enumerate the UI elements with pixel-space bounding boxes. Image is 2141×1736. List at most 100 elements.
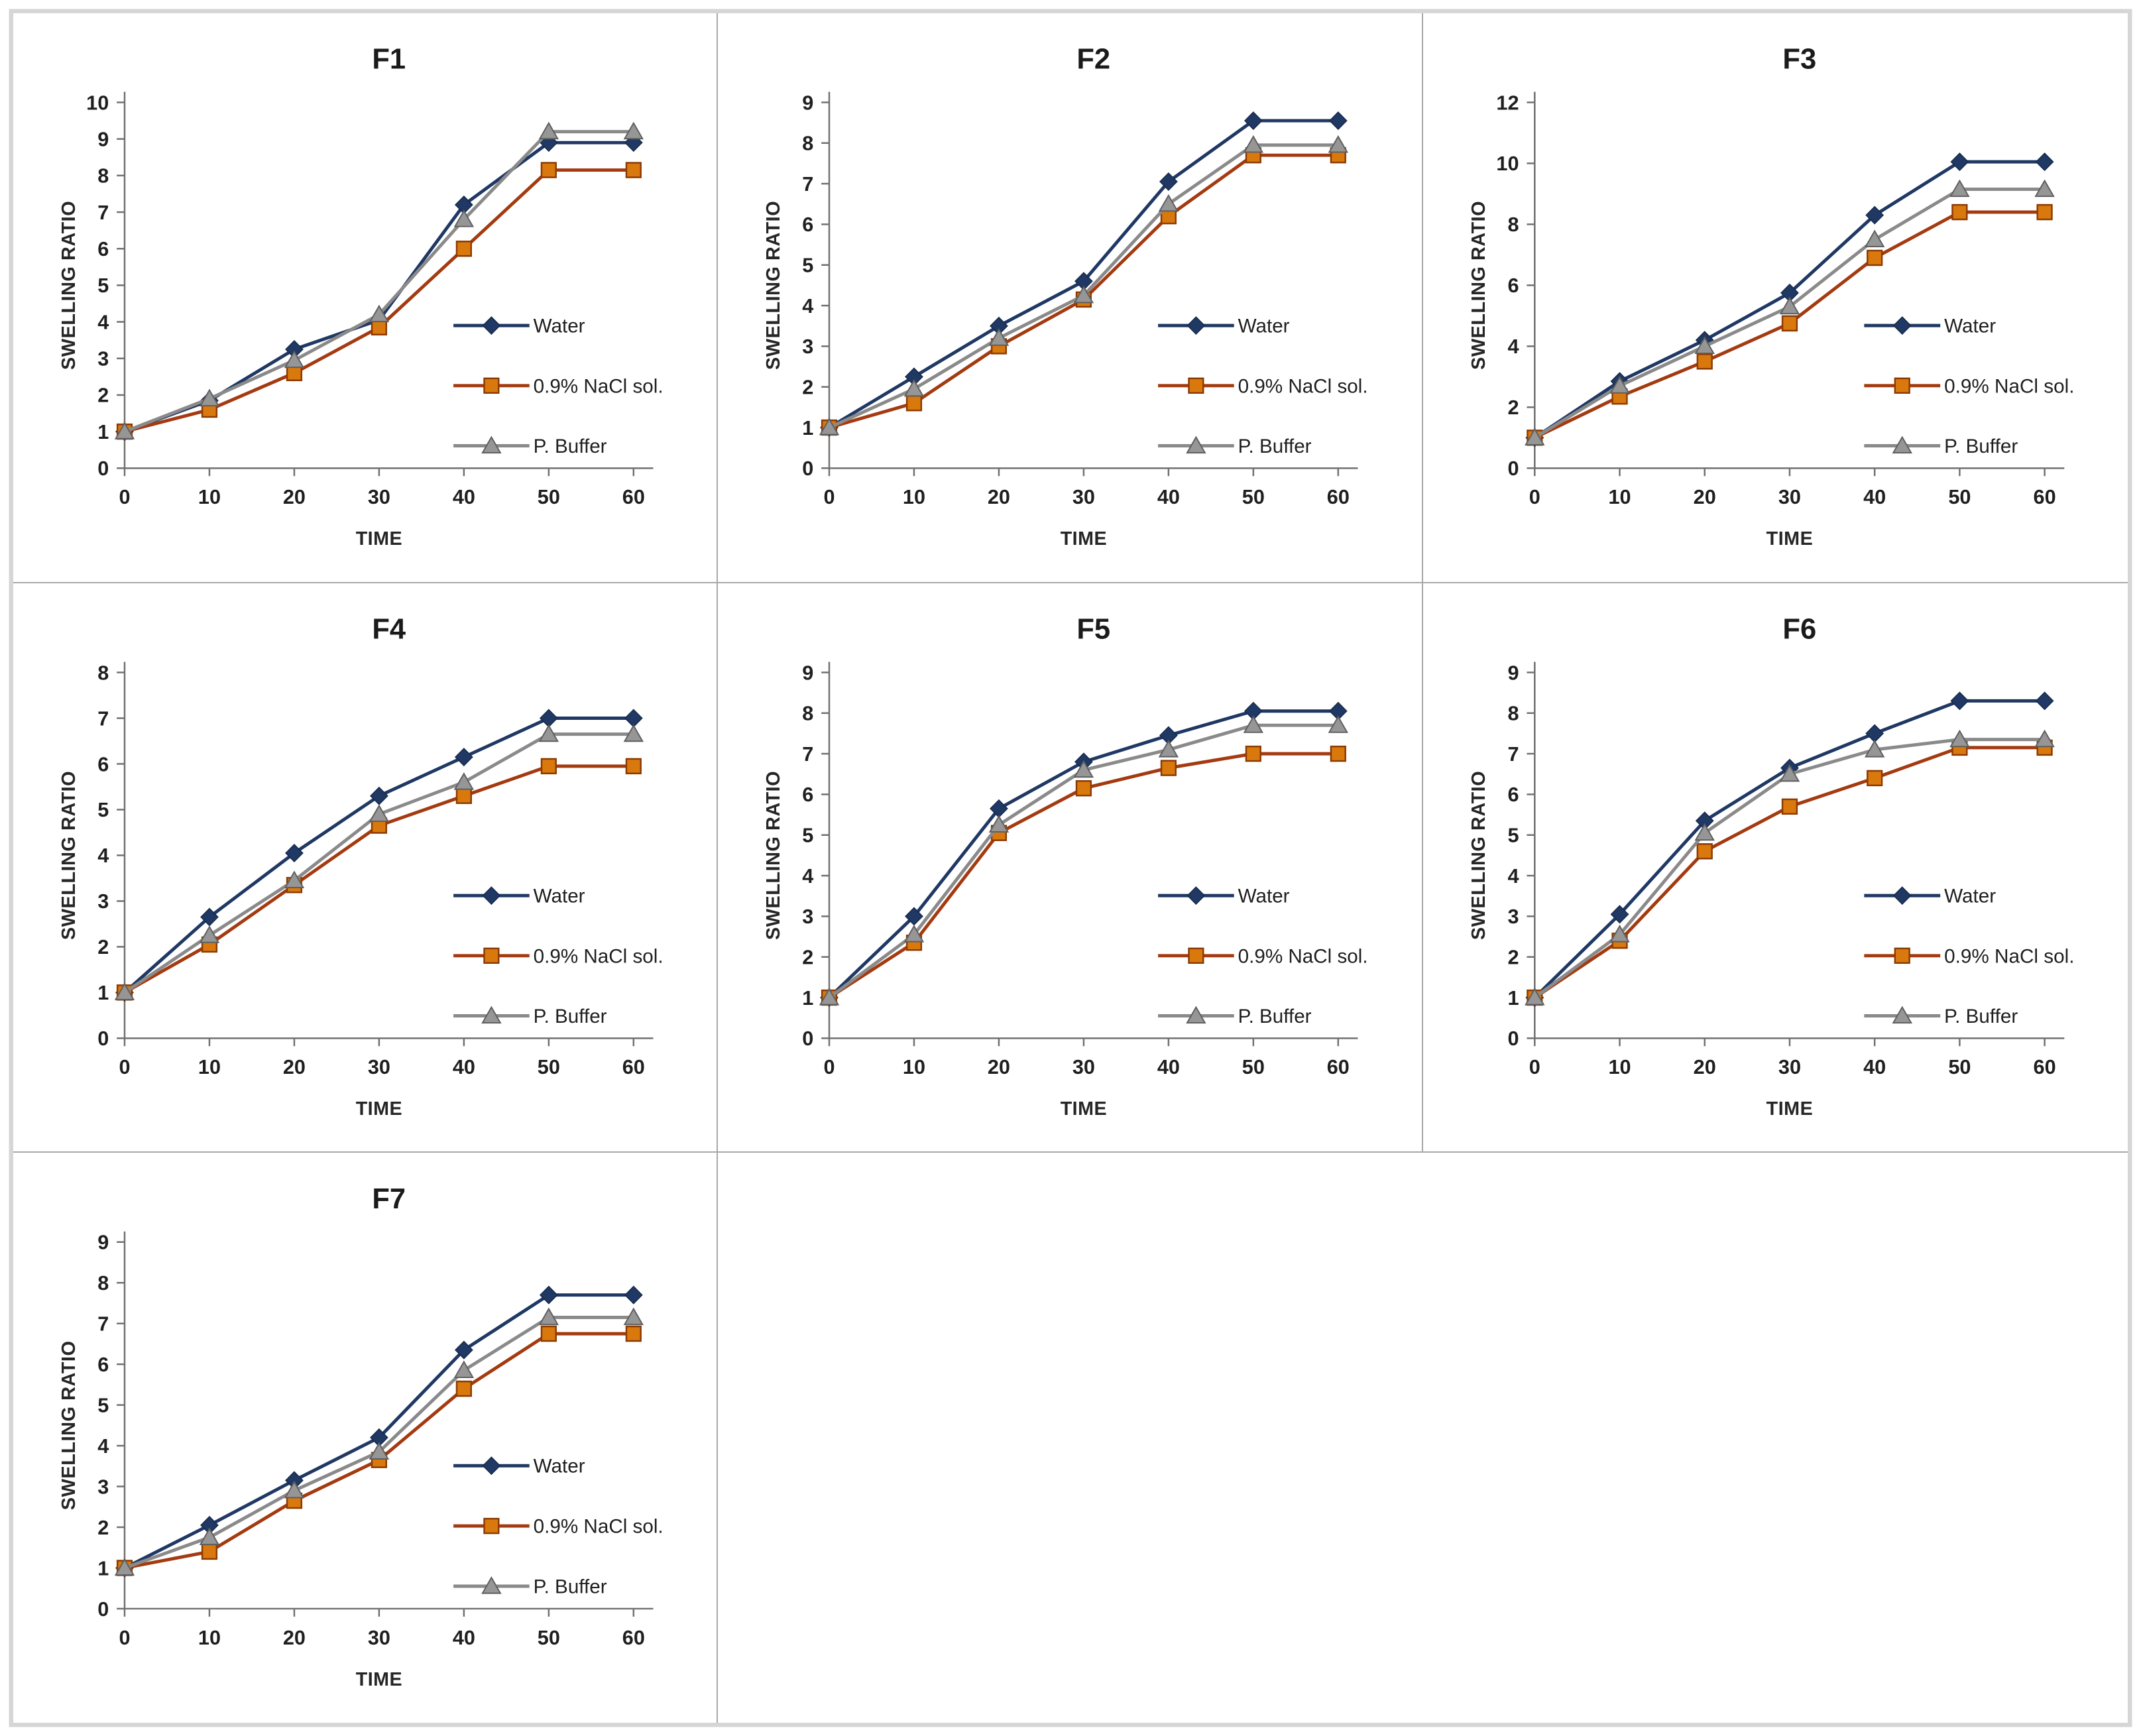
- x-tick-label: 0: [119, 485, 130, 508]
- x-axis-title: TIME: [356, 1098, 402, 1119]
- legend-label-p-buffer: P. Buffer: [1238, 1005, 1312, 1027]
- series-marker-0-9-nacl-sol: [455, 241, 472, 257]
- x-tick-label: 20: [283, 485, 306, 508]
- y-tick-group: 0 1 2 3 4 5 6 7 8: [97, 661, 125, 1050]
- y-tick-label: 5: [803, 253, 814, 276]
- x-axis-title: TIME: [356, 1669, 402, 1690]
- series-p-buffer: [114, 121, 644, 439]
- series-marker-p-buffer: [1524, 987, 1545, 1006]
- chart-f7: F7 0 1 2 3 4 5 6 7 8 9 0 10 20 30 40 50 60 SWELLING RATIO T…: [58, 1183, 664, 1690]
- y-tick-label: 7: [803, 172, 814, 196]
- series-marker-p-buffer: [1609, 924, 1630, 943]
- y-tick-label: 0: [803, 457, 814, 480]
- x-tick-label: 0: [824, 485, 835, 508]
- series-marker-water: [1950, 152, 1969, 172]
- legend-item-0-9-nacl-sol: 0.9% NaCl sol.: [1863, 375, 2074, 397]
- series-marker-p-buffer: [453, 1360, 475, 1379]
- y-tick-label: 4: [97, 1434, 109, 1458]
- x-tick-label: 40: [453, 1626, 475, 1649]
- series-marker-water: [539, 709, 558, 728]
- legend: Water 0.9% NaCl sol. P. Buffer: [1158, 885, 1368, 1027]
- legend-item-p-buffer: P. Buffer: [1158, 1005, 1312, 1027]
- legend-marker-0-9-nacl-sol: [1894, 377, 1910, 394]
- chart-cell-f7: F7 0 1 2 3 4 5 6 7 8 9 0 10 20 30 40 50 60 SWELLING RATIO T…: [13, 1153, 719, 1723]
- y-tick-group: 0 1 2 3 4 5 6 7 8 9 10: [86, 91, 125, 480]
- series-marker-p-buffer: [904, 378, 925, 397]
- series-water: [820, 111, 1348, 437]
- series-marker-p-buffer: [1159, 194, 1179, 212]
- series-marker-p-buffer: [1779, 764, 1800, 782]
- series-marker-p-buffer: [284, 350, 305, 369]
- chart-f4: F4 0 1 2 3 4 5 6 7 8 0 10 20 30 40 50 60 SWELLING RATIO TI…: [58, 612, 664, 1119]
- y-tick-label: 6: [97, 1353, 109, 1376]
- y-tick-label: 12: [1496, 91, 1519, 114]
- series-marker-p-buffer: [538, 1307, 559, 1326]
- empty-cell-2: [1422, 1153, 2128, 1723]
- legend-marker-p-buffer: [481, 1006, 502, 1023]
- y-axis-title: SWELLING RATIO: [1468, 770, 1489, 939]
- series-marker-0-9-nacl-sol: [1076, 780, 1092, 797]
- legend-item-p-buffer: P. Buffer: [1863, 1006, 2018, 1027]
- y-tick-group: 0 1 2 3 4 5 6 7 8 9: [97, 1231, 125, 1621]
- legend-label-0-9-nacl-sol: 0.9% NaCl sol.: [534, 1516, 664, 1538]
- y-tick-label: 5: [97, 274, 109, 297]
- series-marker-0-9-nacl-sol: [455, 787, 472, 804]
- x-tick-label: 30: [368, 1626, 390, 1649]
- y-tick-label: 7: [1507, 742, 1519, 765]
- y-axis-title: SWELLING RATIO: [58, 201, 80, 370]
- series-marker-p-buffer: [623, 121, 644, 140]
- legend-label-water: Water: [534, 885, 585, 907]
- series-marker-0-9-nacl-sol: [1245, 745, 1262, 762]
- chart-f6: F6 0 1 2 3 4 5 6 7 8 9 0 10 20 30 40 50 60 SWELLING RATIO T…: [1468, 612, 2074, 1119]
- y-tick-label: 4: [803, 864, 814, 887]
- series-marker-p-buffer: [1243, 715, 1264, 733]
- legend-label-0-9-nacl-sol: 0.9% NaCl sol.: [534, 945, 664, 967]
- y-tick-label: 8: [97, 661, 109, 684]
- chart-title: F1: [372, 43, 406, 76]
- x-tick-label: 20: [1693, 1055, 1715, 1078]
- chart-title: F6: [1782, 612, 1816, 645]
- series-marker-0-9-nacl-sol: [1781, 798, 1798, 815]
- y-tick-label: 8: [1507, 701, 1519, 724]
- x-tick-label: 30: [1778, 1055, 1801, 1078]
- y-tick-label: 5: [97, 1394, 109, 1417]
- y-tick-label: 3: [803, 905, 814, 928]
- series-marker-water: [1865, 724, 1884, 743]
- y-tick-label: 3: [97, 347, 109, 370]
- series-marker-water: [1329, 111, 1348, 131]
- legend-item-water: Water: [453, 1456, 585, 1477]
- x-tick-label: 50: [1242, 1055, 1265, 1078]
- y-tick-label: 2: [803, 945, 814, 968]
- legend-label-p-buffer: P. Buffer: [534, 1576, 607, 1598]
- legend: Water 0.9% NaCl sol. P. Buffer: [453, 1456, 664, 1598]
- legend-marker-water: [1186, 316, 1206, 335]
- legend-marker-p-buffer: [1186, 435, 1206, 454]
- x-tick-label: 20: [283, 1626, 306, 1649]
- series-p-buffer: [1524, 179, 2055, 445]
- series-marker-water: [2035, 691, 2054, 711]
- y-tick-label: 7: [803, 742, 814, 765]
- series-marker-water: [539, 1285, 558, 1305]
- axes: [123, 91, 654, 469]
- series-marker-0-9-nacl-sol: [1330, 745, 1347, 762]
- series-marker-p-buffer: [1074, 760, 1094, 778]
- y-tick-label: 8: [803, 701, 814, 724]
- legend-marker-0-9-nacl-sol: [1188, 377, 1204, 394]
- legend-item-water: Water: [453, 316, 585, 337]
- legend-label-p-buffer: P. Buffer: [1944, 435, 2018, 457]
- y-tick-label: 6: [97, 237, 109, 260]
- legend-label-water: Water: [534, 1456, 585, 1477]
- x-tick-label: 50: [538, 485, 560, 508]
- chart-cell-f3: F3 0 2 4 6 8 10 12 0 10 20 30 40 50 60 SWELLING RATIO TI…: [1422, 13, 2128, 583]
- y-tick-label: 6: [1507, 274, 1519, 297]
- series-marker-0-9-nacl-sol: [906, 395, 923, 412]
- x-tick-label: 30: [368, 1055, 390, 1078]
- chart-f3: F3 0 2 4 6 8 10 12 0 10 20 30 40 50 60 SWELLING RATIO TI…: [1468, 43, 2074, 550]
- x-tick-label: 30: [368, 485, 390, 508]
- y-tick-label: 2: [1507, 396, 1519, 419]
- x-tick-label: 20: [988, 1055, 1010, 1078]
- series-marker-0-9-nacl-sol: [455, 1381, 472, 1397]
- chart-f2: F2 0 1 2 3 4 5 6 7 8 9 0 10 20 30 40 50 60 SWELLING RATIO T…: [763, 43, 1368, 550]
- y-tick-label: 2: [803, 375, 814, 398]
- series-marker-p-buffer: [114, 982, 135, 1000]
